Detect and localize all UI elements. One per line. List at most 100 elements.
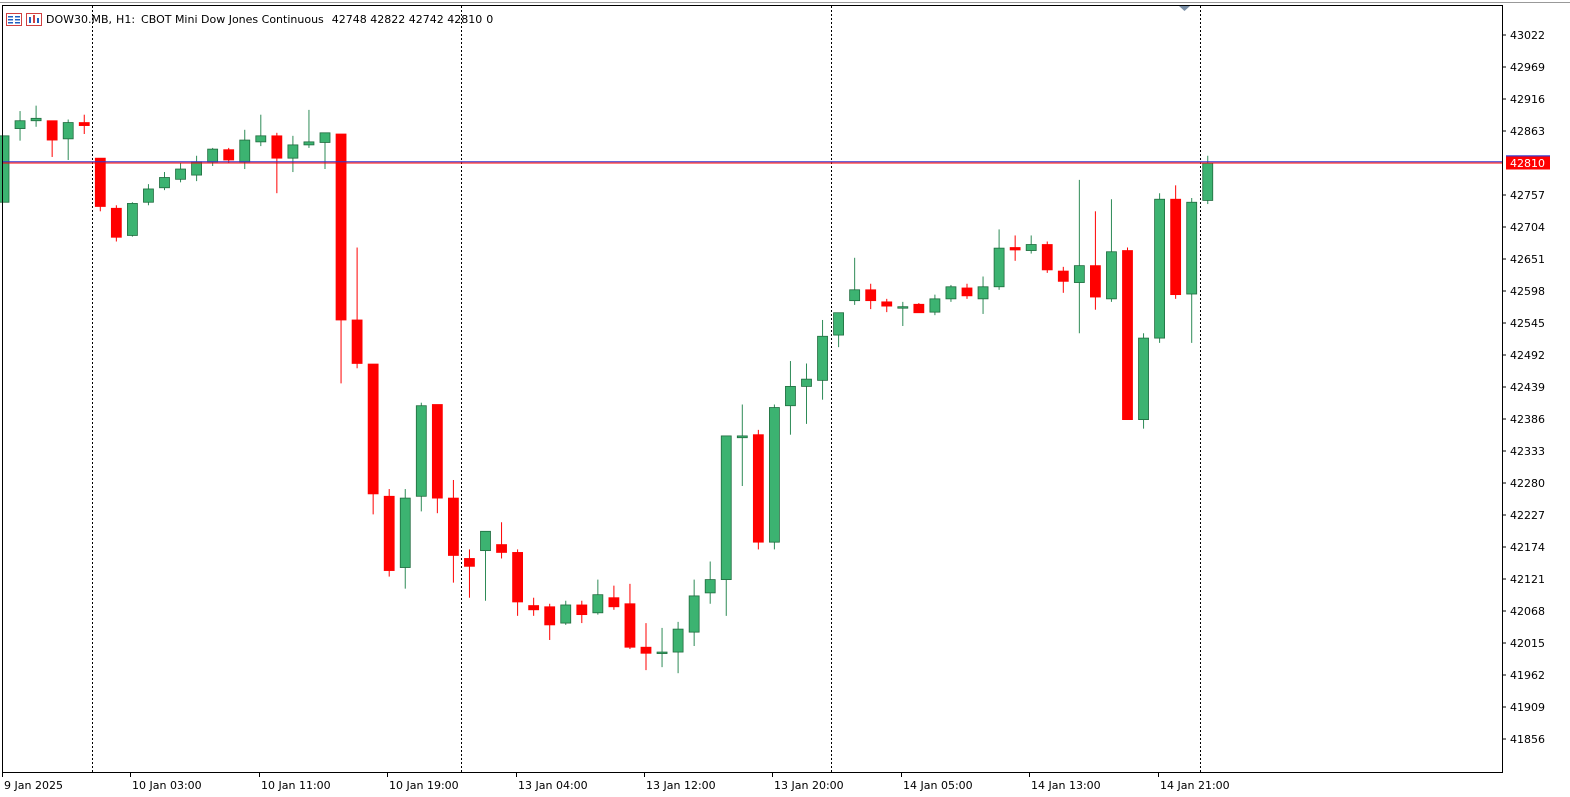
candle-body	[78, 122, 90, 126]
candle-body	[977, 286, 989, 300]
candle-body	[367, 363, 379, 495]
chart-window-icon[interactable]	[26, 12, 42, 26]
candle	[62, 119, 74, 160]
candle	[656, 627, 668, 668]
candle	[1025, 235, 1037, 254]
candle	[335, 133, 347, 384]
candle	[769, 404, 780, 550]
candle	[30, 105, 42, 127]
candle	[512, 549, 523, 616]
chart-shift-marker-icon[interactable]	[1179, 6, 1190, 11]
candle	[849, 257, 861, 305]
candle	[817, 319, 828, 400]
candle	[881, 298, 893, 313]
candle-body	[929, 298, 941, 313]
candle-body	[14, 120, 26, 129]
candle	[223, 147, 235, 163]
candle	[688, 579, 700, 647]
candle	[608, 585, 620, 610]
candle	[431, 404, 443, 514]
candle	[592, 579, 604, 615]
candle	[415, 402, 427, 512]
candle-body	[849, 289, 861, 302]
candle-body	[1170, 198, 1182, 296]
candle	[0, 135, 10, 203]
candle	[961, 283, 973, 299]
candle-body	[255, 135, 267, 143]
candle	[736, 404, 748, 487]
candle	[865, 283, 877, 310]
candle-body	[94, 157, 106, 207]
timeframe: H1:	[116, 12, 136, 26]
symbol-description: CBOT Mini Dow Jones Continuous	[141, 12, 324, 26]
candle	[480, 530, 491, 601]
candle	[94, 157, 106, 212]
candle-body	[62, 122, 74, 140]
candle	[46, 120, 58, 157]
y-tick-label: 42757	[1510, 189, 1545, 202]
candle-body	[415, 405, 427, 497]
y-tick-label: 42068	[1510, 605, 1545, 618]
candle	[640, 623, 652, 671]
separator-comma: ,	[108, 12, 113, 26]
candle	[78, 114, 90, 135]
candle	[752, 429, 764, 550]
candle-body	[656, 651, 668, 654]
candle	[929, 294, 941, 316]
candle-body	[945, 286, 957, 300]
candle-body	[496, 544, 507, 553]
candle	[544, 603, 556, 640]
y-tick-label: 42174	[1510, 541, 1545, 554]
x-tick-label: 13 Jan 20:00	[774, 779, 844, 792]
candle-body	[1202, 162, 1214, 201]
candle	[447, 479, 459, 583]
candle-body	[624, 603, 636, 648]
candle	[1090, 211, 1101, 310]
y-tick-label: 42015	[1510, 637, 1545, 650]
y-tick-label: 42439	[1510, 381, 1545, 394]
candle-body	[447, 497, 459, 556]
candle	[110, 205, 122, 242]
candle	[1057, 266, 1069, 293]
candle-body	[319, 132, 331, 143]
candle	[159, 172, 170, 191]
candle	[175, 163, 186, 183]
y-tick-label: 42969	[1510, 61, 1545, 74]
candle-body	[175, 168, 186, 180]
y-tick-label: 42280	[1510, 477, 1545, 490]
y-tick-label: 42916	[1510, 93, 1545, 106]
candle	[383, 489, 395, 577]
candle-body	[1154, 198, 1165, 339]
candle-body	[1057, 270, 1069, 282]
candle	[528, 597, 540, 616]
candle-body	[576, 604, 588, 616]
y-tick-label: 43022	[1510, 29, 1545, 42]
x-tick-label: 10 Jan 11:00	[261, 779, 331, 792]
candle	[1138, 333, 1149, 429]
candle-body	[1009, 247, 1021, 251]
candle-body	[1073, 265, 1085, 283]
y-tick-label: 42704	[1510, 221, 1545, 234]
x-tick-label: 14 Jan 21:00	[1160, 779, 1230, 792]
y-tick-label: 41909	[1510, 701, 1545, 714]
candle	[351, 247, 363, 369]
candle	[303, 109, 315, 148]
list-icon[interactable]	[6, 12, 22, 26]
candle-body	[608, 597, 620, 608]
y-tick-label: 42227	[1510, 509, 1545, 522]
candle-body	[993, 247, 1005, 288]
candle	[1186, 198, 1198, 343]
y-tick-label: 42863	[1510, 125, 1545, 138]
plot-frame	[2, 5, 1503, 773]
candle-body	[464, 558, 475, 567]
x-tick-label: 13 Jan 04:00	[518, 779, 588, 792]
ohlc-values: 42748 42822 42742 42810	[331, 12, 483, 26]
y-tick-label: 42651	[1510, 253, 1545, 266]
candle	[191, 155, 203, 182]
candle-body	[640, 646, 652, 654]
candle-body	[865, 289, 877, 302]
candle-body	[1138, 337, 1149, 421]
candle	[127, 202, 138, 237]
candle-body	[1106, 251, 1117, 300]
